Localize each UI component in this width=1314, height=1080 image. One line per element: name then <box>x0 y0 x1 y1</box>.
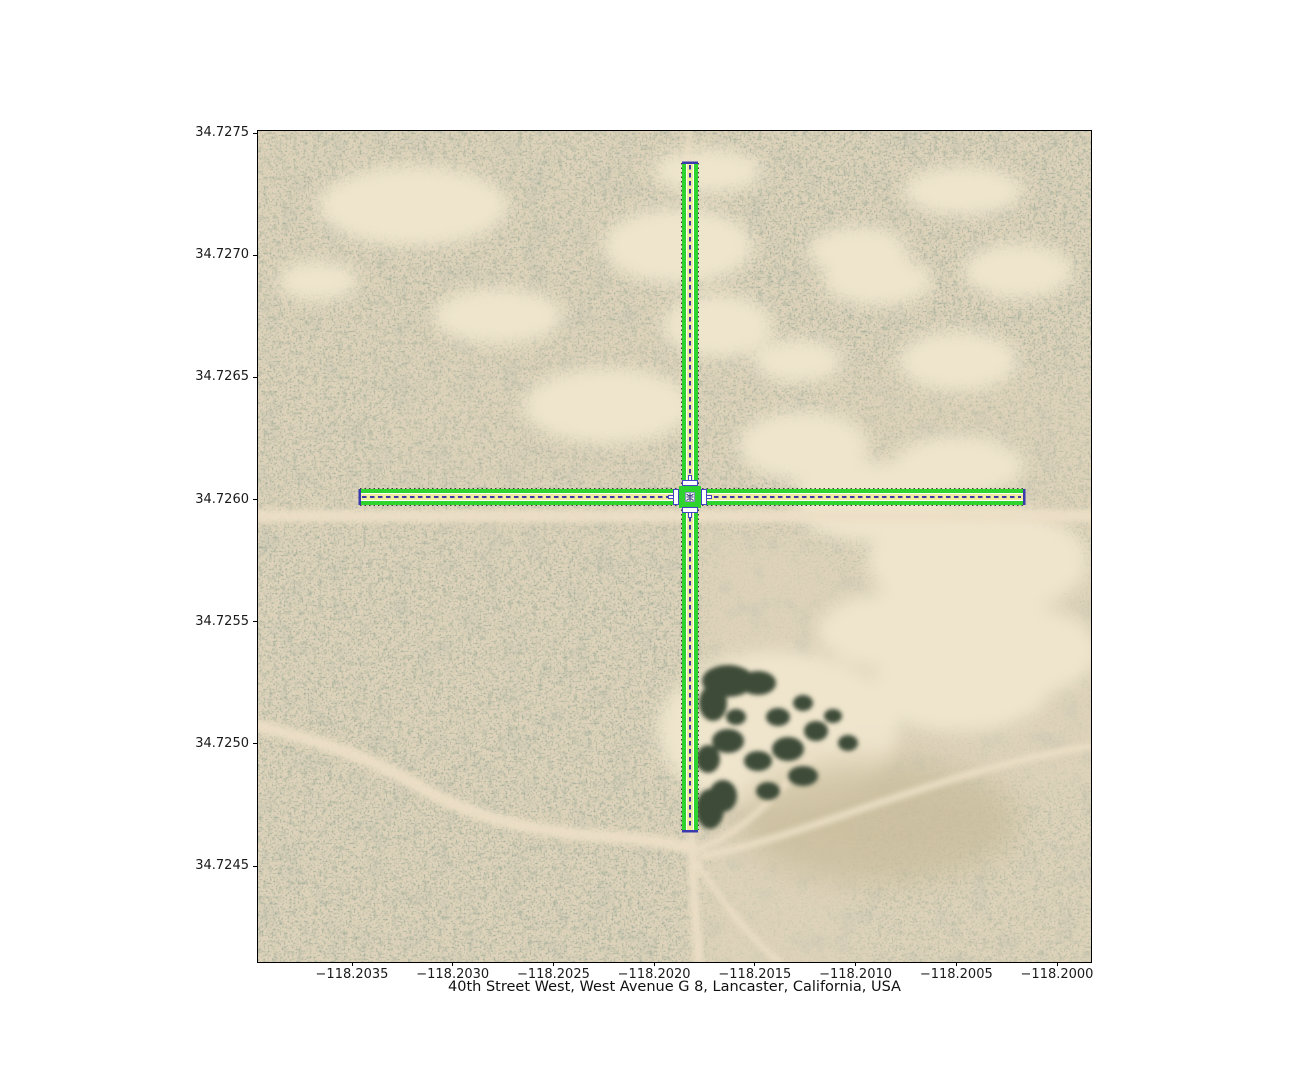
x-tick <box>754 962 756 966</box>
x-tick <box>955 962 957 966</box>
y-tick <box>253 499 257 500</box>
x-tick-label: −118.2020 <box>617 967 691 982</box>
x-tick <box>653 962 655 966</box>
x-tick-label: −118.2015 <box>718 967 792 982</box>
x-tick-label: −118.2030 <box>416 967 490 982</box>
junction <box>668 475 712 518</box>
y-tick <box>253 621 257 623</box>
x-tick-label: −118.2035 <box>315 967 389 982</box>
y-tick-label: 34.7270 <box>195 247 249 263</box>
x-tick <box>855 962 857 966</box>
y-tick <box>253 865 257 867</box>
y-tick-label: 34.7250 <box>195 735 249 751</box>
x-tick <box>552 962 554 966</box>
x-tick <box>452 962 454 966</box>
road-end-cap <box>1023 489 1026 505</box>
y-tick <box>253 132 257 134</box>
figure-xlabel: 40th Street West, West Avenue G 8, Lanca… <box>448 979 901 995</box>
road-network <box>358 161 1026 833</box>
y-tick-label: 34.7265 <box>195 369 249 385</box>
y-tick-label: 34.7245 <box>195 858 249 873</box>
junction-connections <box>686 493 694 501</box>
road-end-cap <box>358 489 361 505</box>
x-tick <box>1056 962 1058 966</box>
road-end-cap <box>682 161 698 164</box>
y-tick-label: 34.7255 <box>195 613 249 629</box>
tree-cluster <box>696 665 858 829</box>
y-tick-label: 34.7260 <box>195 491 249 507</box>
y-tick <box>253 376 257 378</box>
y-tick-label: 34.7275 <box>195 125 249 140</box>
x-tick-label: −118.2025 <box>516 967 590 982</box>
stop-lines <box>668 475 712 518</box>
sand-patches <box>278 149 1091 811</box>
satellite-map <box>258 131 1091 962</box>
plot-area <box>257 130 1092 963</box>
dirt-tracks <box>258 131 1091 962</box>
x-tick-label: −118.2010 <box>819 967 893 982</box>
y-tick <box>253 254 257 256</box>
y-tick <box>253 743 257 745</box>
road-end-cap <box>682 830 698 833</box>
x-tick-label: −118.2005 <box>919 967 993 982</box>
x-tick <box>351 962 353 966</box>
x-tick-label: −118.2000 <box>1020 967 1094 982</box>
scrub-patch <box>738 761 1018 881</box>
